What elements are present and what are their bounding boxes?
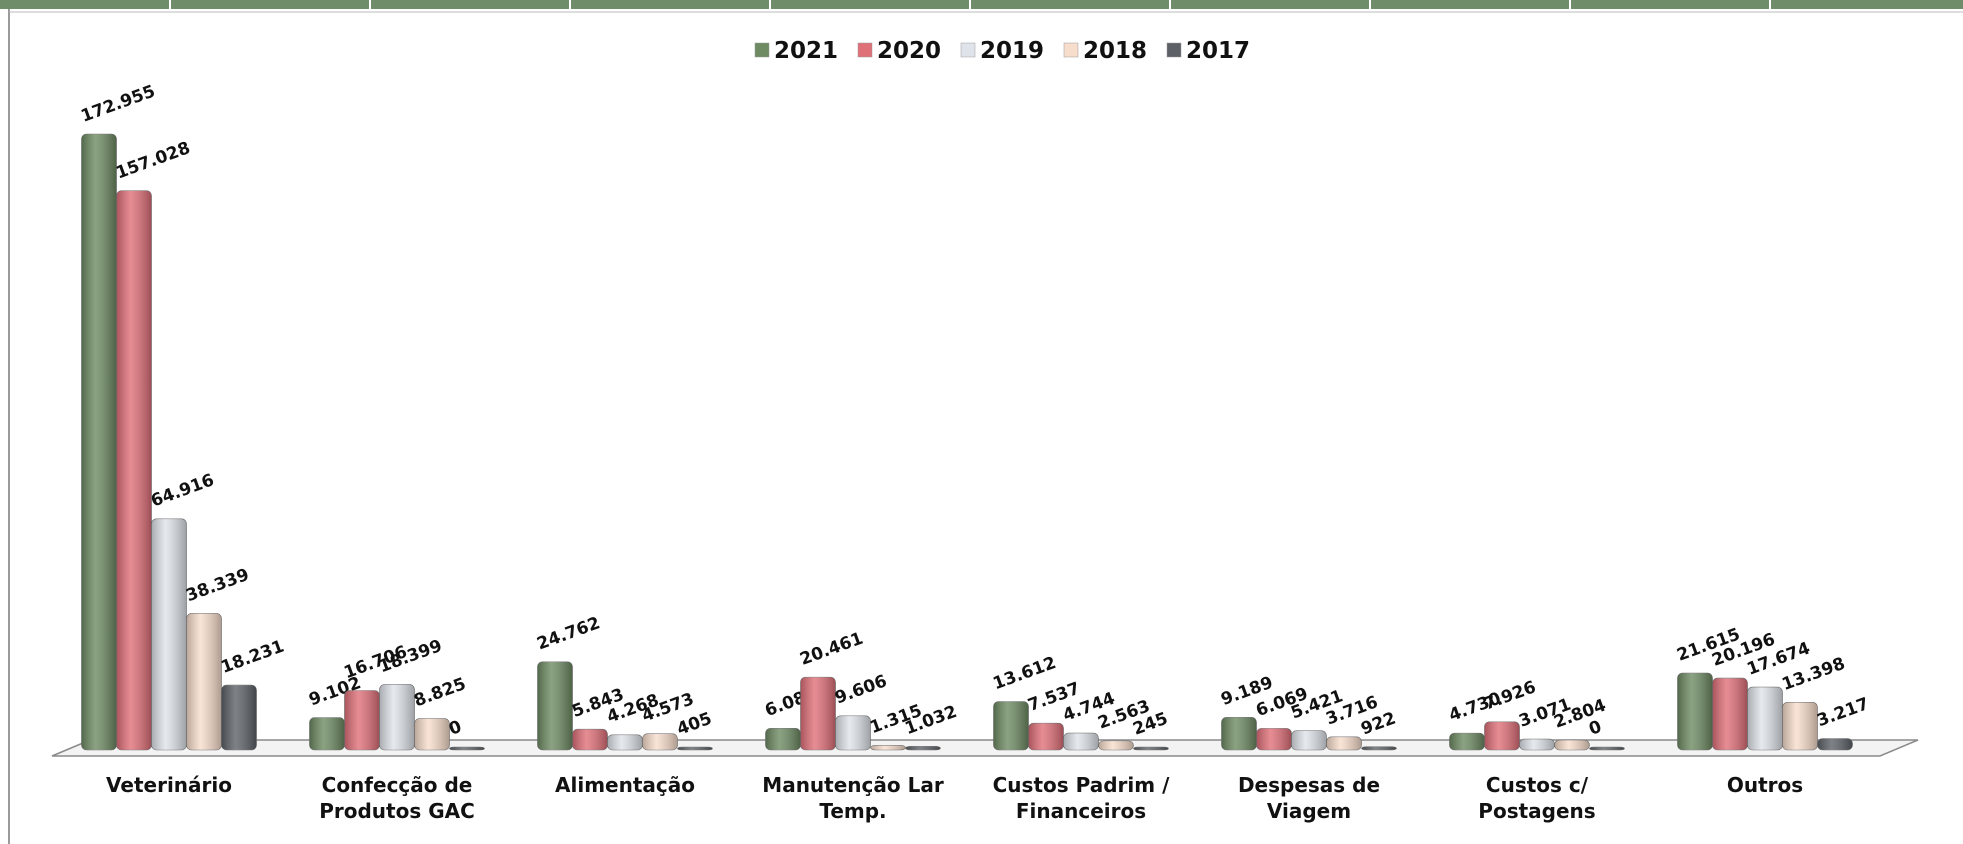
bar-shade [1326,736,1362,750]
legend-swatch [857,42,873,58]
bar-shade [1677,673,1713,750]
bar-shade [677,747,713,750]
data-label: 9.606 [832,671,889,708]
bar-shade [1712,678,1748,750]
category-label: Manutenção Lar Temp. [762,773,944,823]
bar-shade [1133,747,1169,750]
data-label: 38.339 [183,565,251,606]
bar-shade [1519,739,1555,750]
bar-shade [835,715,871,750]
data-label: 3.217 [1814,694,1871,731]
header-strip [0,0,1963,9]
bar-shade [572,729,608,750]
bar-shade [309,717,345,750]
bar-shade [1291,730,1327,750]
data-label: 8.825 [411,674,468,711]
bar-shade [344,690,380,750]
legend-swatch [1166,42,1182,58]
legend-label: 2018 [1083,38,1147,64]
bar-shade [1028,723,1064,750]
bar-shade [765,728,801,750]
bar-shade [1098,740,1134,750]
category-label: Despesas de Viagem [1237,773,1381,823]
legend-swatch [960,42,976,58]
bar-shade [1449,733,1485,750]
bar-shade [537,661,573,750]
category-label: Custos c/ Postagens [1478,773,1596,823]
bar-shade [607,734,643,750]
data-label: 24.762 [534,613,602,654]
bar-shade [1817,738,1853,750]
bar-shade [1063,733,1099,750]
bar-shade [642,733,678,750]
bar-shade [1589,747,1625,750]
legend-label: 2019 [980,38,1044,64]
bar-shade [186,613,222,750]
bar-shade [1554,740,1590,750]
bar-shade [870,745,906,750]
legend: 2021 2020 2019 2018 2017 [754,38,1250,64]
data-label: 0 [1586,717,1604,740]
data-label: 157.028 [113,138,193,183]
legend-label: 2017 [1186,38,1250,64]
bar-shade [905,746,941,750]
legend-swatch [1063,42,1079,58]
category-label: Custos Padrim / Financeiros [992,773,1170,823]
bar-shade [449,747,485,750]
category-label: Alimentação [555,773,695,797]
bar-shade [1256,728,1292,750]
legend-swatch [754,42,770,58]
bar-shade [221,685,257,750]
data-label: 20.461 [797,629,865,670]
legend-label: 2020 [877,38,941,64]
data-label: 18.399 [376,636,444,677]
category-label: Outros [1726,773,1804,797]
data-label: 18.231 [218,637,286,678]
bar-shade [414,718,450,750]
bar-shade [993,701,1029,750]
bar-shade [1221,717,1257,750]
bar-shade [116,190,152,750]
legend-label: 2021 [774,38,838,64]
category-label: Confecção de Produtos GAC [319,773,475,823]
header-dividers [169,0,1771,9]
bar-shade [81,134,117,750]
bar-shade [151,518,187,750]
bar-shade [379,684,415,750]
bar-shade [1782,702,1818,750]
data-label: 64.916 [148,470,216,511]
data-label: 172.955 [78,81,158,126]
bar-shade [800,677,836,750]
bar-shade [1484,721,1520,750]
category-label: Veterinário [106,773,232,797]
bar-shade [1747,687,1783,750]
bar-shade [1361,746,1397,750]
